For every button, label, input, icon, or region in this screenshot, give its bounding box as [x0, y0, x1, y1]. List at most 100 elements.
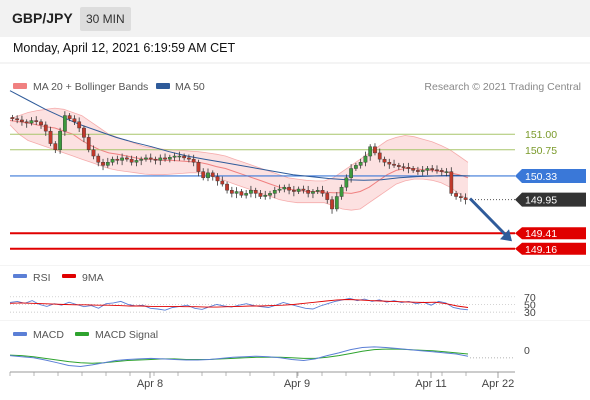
candle-body: [210, 172, 215, 177]
price-candle: [363, 151, 368, 167]
price-candle: [177, 151, 182, 161]
candle-body: [258, 193, 263, 197]
price-candle: [339, 184, 344, 200]
candle-body: [244, 193, 249, 196]
bollinger-lower-line: [9, 124, 469, 211]
price-candle: [182, 153, 187, 161]
price-candle: [53, 141, 58, 154]
macd-legend-label: MACD: [33, 329, 64, 341]
price-candle: [411, 166, 416, 173]
candle-body: [363, 155, 368, 163]
price-candle: [258, 189, 263, 199]
price-candle: [48, 126, 53, 147]
candle-body: [458, 196, 463, 198]
last-price-tag: [515, 192, 586, 207]
candle-body: [406, 167, 411, 169]
macd-plot-area: 0: [9, 345, 530, 368]
price-candle: [282, 184, 287, 193]
price-candle: [301, 185, 306, 194]
candle-body: [77, 121, 82, 129]
price-candle: [20, 115, 24, 126]
price-candle: [148, 153, 153, 163]
price-candle: [101, 158, 105, 171]
candle-body: [416, 170, 420, 172]
price-candle: [77, 117, 82, 133]
price-candle: [215, 173, 220, 186]
price-candle: [115, 155, 120, 165]
candle-body: [272, 190, 277, 194]
candle-body: [39, 121, 43, 126]
resistance-level-label: 150.75: [525, 145, 557, 157]
resistance-level-label: 151.00: [525, 129, 557, 141]
candle-body: [282, 186, 287, 190]
price-candle: [439, 167, 444, 176]
timeframe-badge[interactable]: 30 MIN: [80, 7, 131, 31]
ma50-line: [9, 90, 471, 181]
price-candle: [354, 162, 358, 171]
candle-body: [387, 162, 392, 165]
price-candle: [153, 156, 158, 165]
price-candle: [191, 154, 196, 167]
bollinger-legend-swatch: [13, 83, 27, 89]
price-candle: [396, 162, 401, 170]
candle-body: [253, 190, 258, 194]
x-axis-tick-label: Apr 11: [415, 378, 447, 390]
price-candle: [167, 154, 172, 163]
price-candle: [86, 133, 91, 153]
price-candle: [10, 114, 15, 122]
price-candle: [105, 157, 110, 168]
price-plot-area: 151.00 150.75 150.33 149.95 149.41 149.16: [9, 90, 586, 256]
symbol-title: GBP/JPY: [12, 10, 73, 26]
candle-body: [430, 168, 435, 170]
price-candle: [139, 156, 144, 166]
candle-body: [43, 124, 48, 132]
candle-body: [311, 191, 315, 194]
candle-body: [125, 157, 129, 160]
candle-body: [134, 160, 139, 163]
macd-signal-line: [9, 348, 469, 364]
price-candle: [311, 189, 315, 199]
macd-chart[interactable]: MACD MACD Signal 0 Apr 8 Apr 9 Apr 11 Apr 2…: [0, 320, 590, 400]
price-candle: [315, 186, 320, 195]
candle-body: [373, 146, 377, 154]
candle-body: [344, 177, 349, 188]
candle-body: [420, 170, 425, 172]
price-candle: [368, 144, 373, 161]
macd-signal-legend-label: MACD Signal: [95, 329, 158, 341]
price-candle: [358, 158, 363, 169]
price-candle: [444, 168, 449, 177]
candle-body: [201, 171, 206, 179]
candle-body: [91, 149, 96, 157]
price-candle: [187, 154, 191, 163]
candle-body: [20, 119, 24, 122]
candle-body: [120, 157, 124, 161]
candle-body: [177, 155, 182, 158]
candle-body: [411, 168, 416, 171]
price-chart[interactable]: MA 20 + Bollinger Bands MA 50 Research ©…: [0, 0, 590, 265]
price-candle: [158, 154, 163, 166]
price-candle: [134, 156, 139, 167]
candle-body: [449, 171, 454, 194]
pivot-level-label: 150.33: [525, 171, 557, 183]
credit-label: Research © 2021 Trading Central: [424, 81, 581, 93]
candle-body: [15, 118, 20, 121]
price-candle: [406, 162, 411, 174]
candle-body: [239, 191, 244, 196]
rsi-legend-swatch: [13, 274, 27, 278]
candle-body: [34, 120, 39, 122]
candle-body: [29, 120, 34, 124]
price-candle: [29, 117, 34, 126]
price-candle: [330, 196, 334, 214]
candle-body: [196, 162, 201, 172]
rsi-ma-line: [9, 299, 469, 308]
x-axis-tick-label: Apr 9: [284, 378, 310, 390]
price-candle: [306, 185, 311, 198]
x-axis-tick-label: Apr 22: [482, 378, 514, 390]
price-candle: [244, 189, 249, 199]
macd-line: [9, 346, 469, 368]
support-level-label: 149.16: [525, 244, 557, 256]
price-candle: [34, 116, 39, 126]
price-candle: [458, 193, 463, 202]
candle-body: [392, 163, 396, 166]
